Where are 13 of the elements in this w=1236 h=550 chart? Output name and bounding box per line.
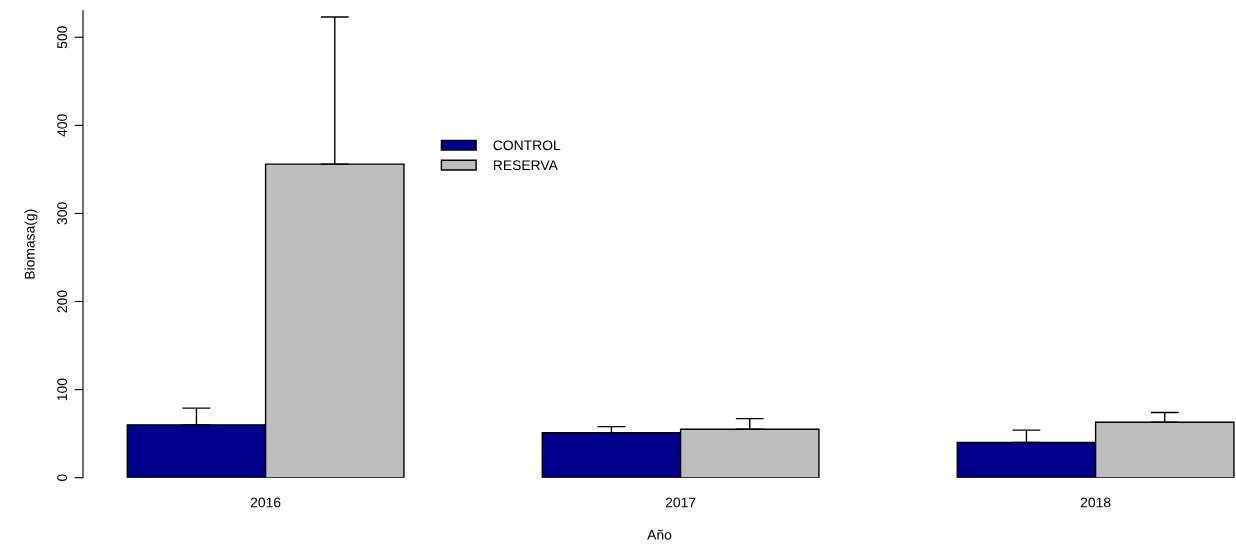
y-tick-label: 0 [57,474,68,482]
y-tick-label: 300 [57,202,68,225]
x-tick-label: 2018 [1080,497,1111,508]
x-tick-label: 2017 [665,497,696,508]
legend-label: RESERVA [493,160,558,171]
y-tick-label: 400 [57,114,68,137]
x-tick-label: 2016 [250,497,281,508]
y-tick-label: 500 [57,26,68,49]
x-axis-title: Año [647,529,672,540]
y-tick-label: 100 [57,378,68,401]
legend-label: CONTROL [493,140,561,151]
y-axis-title: Biomasa(g) [24,209,38,279]
y-tick-label: 200 [57,290,68,313]
